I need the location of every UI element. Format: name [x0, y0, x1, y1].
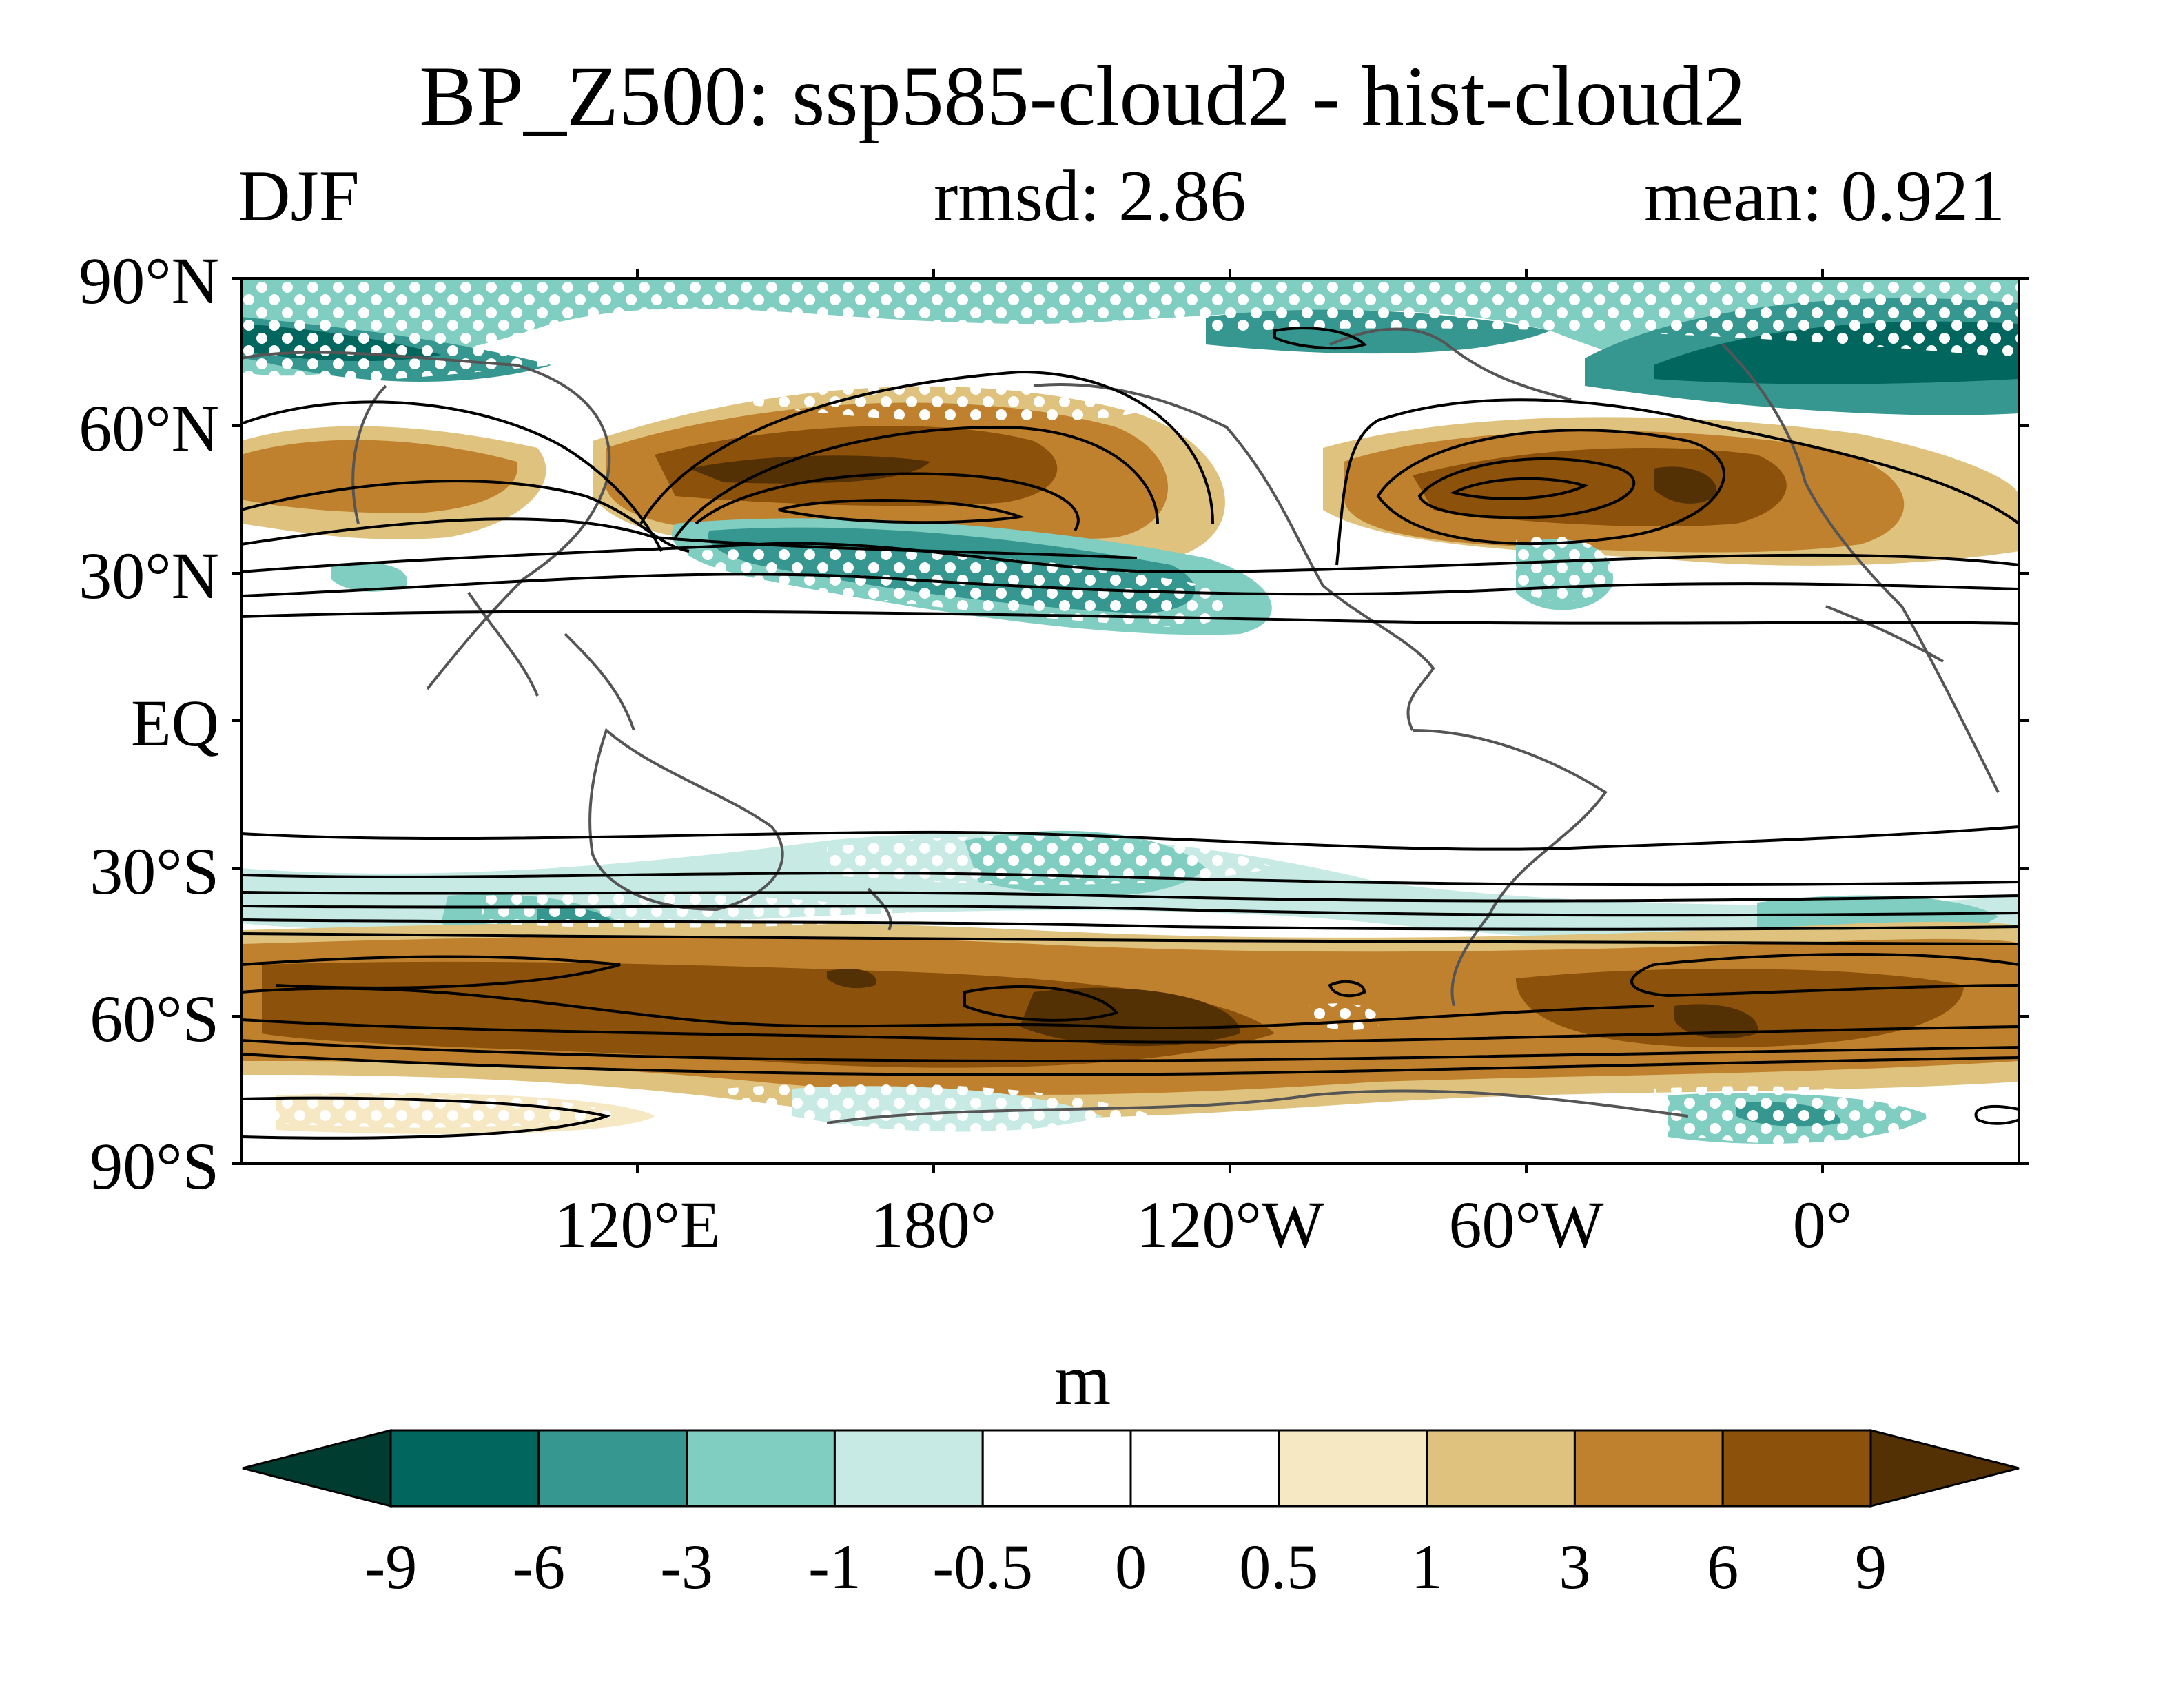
colorbar: -9 -6 -3 -1 -0.5 0 0.5 1 3 6 9: [242, 1429, 2020, 1602]
colorbar-swatch-0: [242, 1429, 392, 1508]
mean-label: mean: 0.921: [1644, 156, 2005, 236]
lon-label-180: 180°: [871, 1188, 996, 1262]
colorbar-swatch-5: [981, 1429, 1132, 1508]
colorbar-swatch-6: [1129, 1429, 1280, 1508]
colorbar-label: 1: [1411, 1532, 1443, 1602]
coastlines: [241, 327, 2000, 1124]
map-title: BP_Z500: ssp585-cloud2 - hist-cloud2: [419, 49, 1746, 143]
lat-label-60n: 60°N: [79, 391, 219, 465]
colorbar-label: -0.5: [932, 1532, 1033, 1602]
colorbar-swatch-11: [1869, 1429, 2020, 1508]
lat-ticks: [232, 277, 2029, 1165]
lon-labels: 120°E 180° 120°W 60°W 0°: [554, 1188, 1852, 1262]
lat-labels: 90°N 60°N 30°N EQ 30°S 60°S 90°S: [79, 244, 219, 1203]
lat-label-90n: 90°N: [79, 244, 219, 318]
colorbar-units: m: [1054, 1339, 1111, 1420]
colorbar-label: 0: [1115, 1532, 1147, 1602]
colorbar-label: 0.5: [1239, 1532, 1318, 1602]
lon-label-120w: 120°W: [1136, 1188, 1324, 1262]
lat-label-60s: 60°S: [90, 982, 219, 1056]
colorbar-swatch-3: [686, 1429, 836, 1508]
lat-label-30s: 30°S: [90, 834, 219, 908]
colorbar-label: -1: [808, 1532, 861, 1602]
lon-label-60w: 60°W: [1449, 1188, 1604, 1262]
lon-label-0: 0°: [1793, 1188, 1852, 1262]
colorbar-swatch-7: [1278, 1429, 1428, 1508]
colorbar-swatch-8: [1426, 1429, 1576, 1508]
colorbar-label: -3: [660, 1532, 713, 1602]
lon-label-120e: 120°E: [554, 1188, 720, 1262]
season-label: DJF: [238, 156, 360, 236]
colorbar-swatch-1: [389, 1429, 540, 1508]
lat-label-eq: EQ: [131, 686, 219, 760]
colorbar-label: 9: [1855, 1532, 1887, 1602]
lat-label-30n: 30°N: [79, 539, 219, 613]
colorbar-swatch-9: [1573, 1429, 1724, 1508]
climatology-contours: [241, 327, 2019, 1140]
lat-label-90s: 90°S: [90, 1129, 219, 1203]
significance-stippling: [241, 278, 2019, 1144]
colorbar-label: -6: [512, 1532, 565, 1602]
colorbar-label: -9: [365, 1532, 418, 1602]
lon-ticks: [636, 269, 1824, 1173]
colorbar-label: 3: [1559, 1532, 1590, 1602]
colorbar-swatch-4: [833, 1429, 984, 1508]
colorbar-label: 6: [1707, 1532, 1738, 1602]
colorbar-swatch-10: [1721, 1429, 1872, 1508]
colorbar-swatch-2: [537, 1429, 688, 1508]
rmsd-label: rmsd: 2.86: [934, 156, 1246, 236]
map-field: [241, 278, 2019, 1164]
